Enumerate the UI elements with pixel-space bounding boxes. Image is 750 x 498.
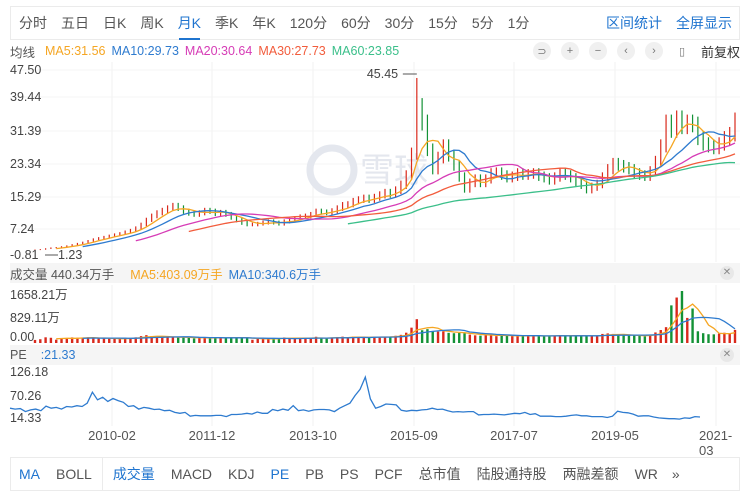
more-indicators-icon[interactable]: » — [671, 466, 680, 482]
period-tab-bar: 分时 五日 日K 周K 月K 季K 年K 120分 60分 30分 15分 5分 1分 区间统计 全屏显示 — [10, 6, 740, 40]
volume-title: 成交量 440.34万手 — [10, 267, 115, 282]
indicator-成交量[interactable]: 成交量 — [112, 466, 155, 482]
tab-8[interactable]: 60分 — [341, 15, 371, 31]
pe-header: PE :21.33 ✕ — [10, 345, 740, 365]
price-adjust-select[interactable]: 前复权 — [700, 44, 740, 60]
tab-6[interactable]: 年K — [252, 15, 276, 31]
tab-1[interactable]: 五日 — [61, 15, 89, 31]
volume-axis-label: 1658.21万 — [10, 288, 68, 302]
pe-value: :21.33 — [40, 348, 76, 362]
pe-title: PE — [10, 348, 27, 362]
tab-2[interactable]: 日K — [103, 15, 127, 31]
tab-5[interactable]: 季K — [215, 15, 239, 31]
close-pe-panel-icon[interactable]: ✕ — [720, 348, 734, 362]
indicator-bar: MA BOLL 成交量 MACD KDJ PE PB PS PCF 总市值 陆股通持股 两融差额 WR » — [10, 457, 740, 491]
indicator-两融差额[interactable]: 两融差额 — [562, 466, 619, 482]
pe-axis-label: 14.33 — [10, 411, 42, 425]
next-icon[interactable]: › — [644, 42, 663, 60]
tab-10[interactable]: 15分 — [428, 15, 458, 31]
date-axis-label: 2019-05 — [591, 428, 639, 443]
indicator-总市值[interactable]: 总市值 — [418, 466, 461, 482]
ma-legend-item: MA5:31.56 — [45, 44, 106, 58]
price-axis-label: 7.24 — [10, 222, 35, 236]
svg-text:雪球: 雪球 — [360, 151, 428, 191]
tab-11[interactable]: 5分 — [471, 15, 494, 31]
price-axis-label: 39.44 — [10, 90, 42, 104]
indicator-ma[interactable]: MA — [19, 466, 40, 482]
tab-7[interactable]: 120分 — [289, 15, 328, 31]
tab-12[interactable]: 1分 — [507, 15, 530, 31]
indicator-陆股通持股[interactable]: 陆股通持股 — [476, 466, 547, 482]
volume-header: 成交量 440.34万手 MA5:403.09万手 MA10:340.6万手 ✕ — [10, 263, 740, 283]
tab-0[interactable]: 分时 — [19, 15, 47, 31]
date-axis-label: 2017-07 — [490, 428, 538, 443]
ma-legend-item: MA30:27.73 — [258, 44, 326, 58]
indicator-pb[interactable]: PB — [305, 466, 324, 482]
ma-legend-title: 均线 — [10, 45, 36, 60]
svg-text:1.23: 1.23 — [58, 248, 82, 262]
zoom-out-icon[interactable]: − — [588, 42, 607, 60]
undo-icon[interactable]: ⊃ — [532, 42, 551, 60]
indicator-wr[interactable]: WR — [634, 466, 658, 482]
price-axis-label: 23.34 — [10, 157, 42, 171]
divider — [101, 457, 103, 491]
ma-legend-item: MA60:23.85 — [331, 44, 400, 58]
price-axis-label: -0.81 — [10, 248, 39, 262]
svg-text:45.45: 45.45 — [367, 67, 398, 81]
indicator-pcf[interactable]: PCF — [374, 466, 403, 482]
tab-9[interactable]: 30分 — [384, 15, 415, 31]
volume-ma5: MA5:403.09万手 — [130, 267, 223, 282]
ma-legend-item: MA20:30.64 — [184, 44, 253, 58]
date-axis-label: 2011-12 — [188, 428, 236, 443]
prev-icon[interactable]: ‹ — [616, 42, 635, 60]
tab-3[interactable]: 周K — [140, 15, 164, 31]
top-links: 区间统计 全屏显示 — [599, 13, 739, 33]
date-axis-label: 2010-02 — [88, 428, 136, 443]
tab-4[interactable]: 月K — [171, 6, 208, 40]
candle-type-icon[interactable]: ▯ — [678, 45, 686, 58]
pe-axis-label: 70.26 — [10, 389, 42, 403]
fullscreen-link[interactable]: 全屏显示 — [676, 15, 732, 31]
date-axis-label: 2021-03 — [699, 428, 733, 458]
price-axis-label: 31.39 — [10, 124, 42, 138]
date-axis-label: 2013-10 — [289, 428, 337, 443]
indicator-boll[interactable]: BOLL — [56, 466, 92, 482]
volume-axis-label: 829.11万 — [10, 311, 60, 325]
close-volume-panel-icon[interactable]: ✕ — [720, 266, 734, 280]
price-axis-label: 47.50 — [10, 63, 42, 77]
range-stats-link[interactable]: 区间统计 — [606, 15, 662, 31]
ma-legend-item: MA10:29.73 — [111, 44, 179, 58]
volume-axis-label: 0.00 — [10, 330, 35, 344]
ma-legend: 均线 MA5:31.56 MA10:29.73 MA20:30.64 MA30:27.… — [10, 42, 740, 60]
indicator-pe[interactable]: PE — [270, 466, 290, 482]
chart-controls: ⊃ + − ‹ › ▯ 前复权 — [523, 42, 740, 61]
date-axis-label: 2015-09 — [390, 428, 438, 443]
zoom-in-icon[interactable]: + — [560, 42, 579, 60]
indicator-ps[interactable]: PS — [339, 466, 359, 482]
pe-axis-label: 126.18 — [10, 365, 49, 379]
indicator-macd[interactable]: MACD — [170, 466, 213, 482]
price-axis-label: 15.29 — [10, 190, 42, 204]
volume-ma10: MA10:340.6万手 — [228, 267, 322, 282]
indicator-kdj[interactable]: KDJ — [228, 466, 255, 482]
